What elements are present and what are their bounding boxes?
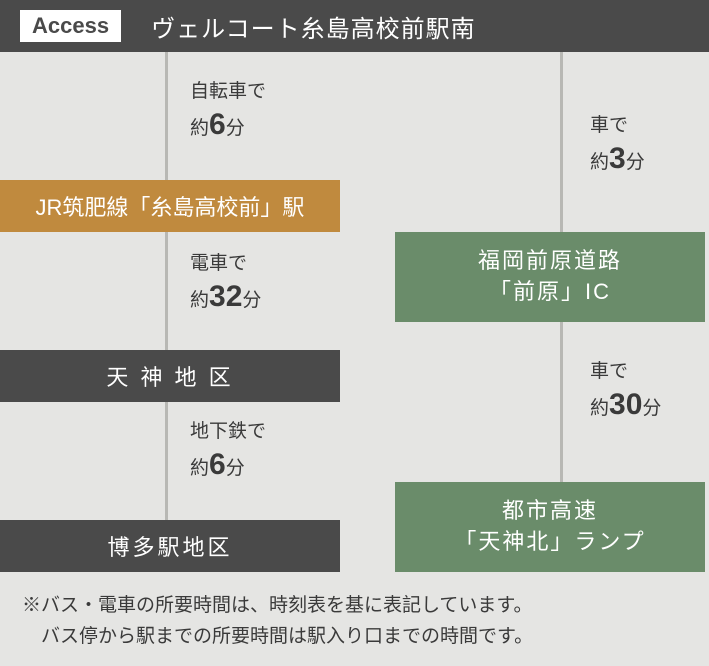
right-column: 車で 約3分 車で 約30分 福岡前原道路 「前原」IC 都市高速 「天神北」ラ…: [355, 52, 709, 592]
minutes-text: 6: [209, 108, 226, 141]
unit-text: 分: [226, 458, 245, 479]
method-text: 車で: [590, 115, 628, 136]
node-tenjin-kita-ramp: 都市高速 「天神北」ランプ: [395, 482, 705, 572]
unit-text: 分: [226, 118, 245, 139]
node-label: 博多駅地区: [107, 530, 232, 562]
footnote-line2: バス停から駅までの所要時間は駅入り口までの時間です。: [22, 622, 533, 652]
node-jr-station: JR筑肥線「糸島高校前」駅: [0, 180, 340, 232]
access-header: Access ヴェルコート糸島高校前駅南: [0, 0, 709, 52]
approx-text: 約: [190, 290, 209, 311]
time-label-train: 電車で 約32分: [190, 252, 261, 316]
unit-text: 分: [626, 152, 645, 173]
approx-text: 約: [590, 398, 609, 419]
footnote: ※バス・電車の所要時間は、時刻表を基に表記しています。 バス停から駅までの所要時…: [22, 591, 533, 652]
node-hakata: 博多駅地区: [0, 520, 340, 572]
approx-text: 約: [590, 152, 609, 173]
footnote-line1: ※バス・電車の所要時間は、時刻表を基に表記しています。: [22, 591, 533, 621]
node-label-line1: 都市高速: [502, 496, 598, 527]
minutes-text: 3: [609, 142, 626, 175]
minutes-text: 32: [209, 280, 242, 313]
time-label-car1: 車で 約3分: [590, 114, 645, 178]
header-title: ヴェルコート糸島高校前駅南: [151, 9, 476, 44]
node-maebaru-ic: 福岡前原道路 「前原」IC: [395, 232, 705, 322]
minutes-text: 30: [609, 388, 642, 421]
unit-text: 分: [242, 290, 261, 311]
node-label-line1: 福岡前原道路: [478, 246, 622, 277]
time-label-subway: 地下鉄で 約6分: [190, 420, 266, 484]
node-label: 天 神 地 区: [106, 360, 233, 392]
node-label-line2: 「天神北」ランプ: [454, 527, 645, 558]
diagram-columns: 自転車で 約6分 電車で 約32分 地下鉄で 約6分 JR筑肥線「糸島高校前」駅…: [0, 52, 709, 592]
method-text: 電車で: [190, 253, 247, 274]
approx-text: 約: [190, 458, 209, 479]
method-text: 地下鉄で: [190, 421, 266, 442]
unit-text: 分: [642, 398, 661, 419]
left-vline: [165, 52, 168, 572]
node-label-line2: 「前原」IC: [489, 277, 611, 308]
minutes-text: 6: [209, 448, 226, 481]
method-text: 車で: [590, 361, 628, 382]
left-column: 自転車で 約6分 電車で 約32分 地下鉄で 約6分 JR筑肥線「糸島高校前」駅…: [0, 52, 355, 592]
approx-text: 約: [190, 118, 209, 139]
node-tenjin: 天 神 地 区: [0, 350, 340, 402]
time-label-car2: 車で 約30分: [590, 360, 661, 424]
node-label: JR筑肥線「糸島高校前」駅: [36, 190, 305, 222]
time-label-bicycle: 自転車で 約6分: [190, 80, 266, 144]
method-text: 自転車で: [190, 81, 266, 102]
access-badge: Access: [20, 10, 121, 42]
